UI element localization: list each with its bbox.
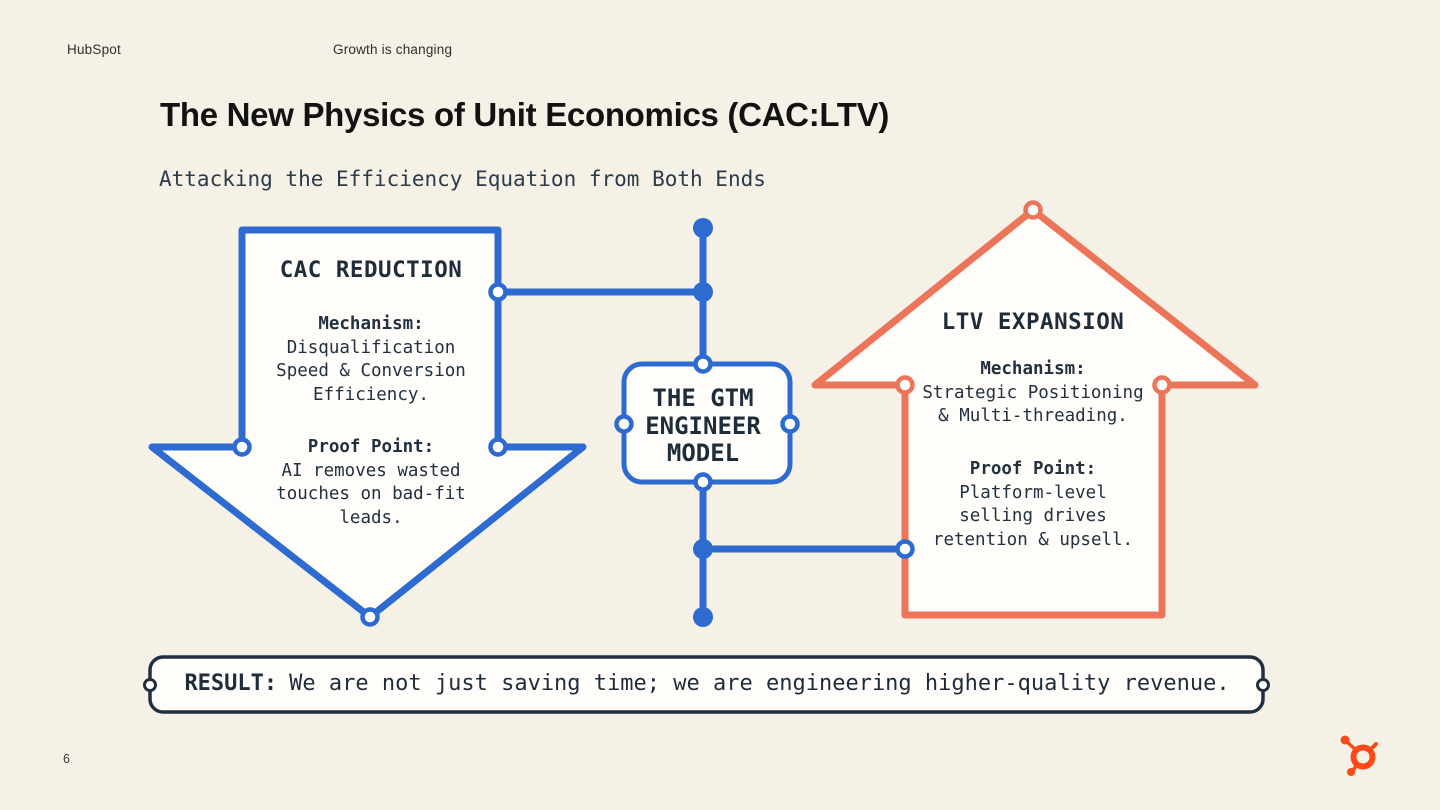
page-subtitle: Attacking the Efficiency Equation from B… xyxy=(159,167,766,191)
ltv-mechanism-label: Mechanism: xyxy=(980,359,1086,379)
hubspot-sprocket-logo-icon xyxy=(1340,735,1378,776)
cac-proof-text: AI removes wasted touches on bad-fit lea… xyxy=(276,461,466,528)
header-brand: HubSpot xyxy=(67,42,121,57)
connector-junction-dots xyxy=(693,218,713,627)
result-banner-shape xyxy=(143,655,1270,714)
page-title: The New Physics of Unit Economics (CAC:L… xyxy=(160,96,890,133)
ltv-mechanism-text: Strategic Positioning & Multi-threading. xyxy=(922,383,1144,427)
ltv-heading: LTV EXPANSION xyxy=(941,309,1125,335)
ltv-proof-label: Proof Point: xyxy=(969,459,1097,479)
connector-node-circles-orange xyxy=(895,200,1172,395)
gtm-model-label: THE GTM ENGINEER MODEL xyxy=(645,384,761,467)
result-text: We are not just saving time; we are engi… xyxy=(289,671,1230,696)
cac-mechanism-text: Disqualification Speed & Conversion Effi… xyxy=(276,338,466,405)
header-tagline: Growth is changing xyxy=(333,42,453,57)
result-banner: RESULT: We are not just saving time; we a… xyxy=(184,671,1229,696)
cac-proof-label: Proof Point: xyxy=(307,437,435,457)
cac-heading: CAC REDUCTION xyxy=(279,257,463,283)
page-number: 6 xyxy=(63,752,70,766)
cac-down-arrow-shape xyxy=(148,226,587,621)
cac-mechanism-label: Mechanism: xyxy=(318,314,424,334)
ltv-up-arrow-shape xyxy=(811,206,1259,619)
connector-node-circles-blue xyxy=(232,282,915,627)
result-label: RESULT: xyxy=(184,671,278,696)
ltv-proof-text: Platform-level selling drives retention … xyxy=(932,483,1134,550)
